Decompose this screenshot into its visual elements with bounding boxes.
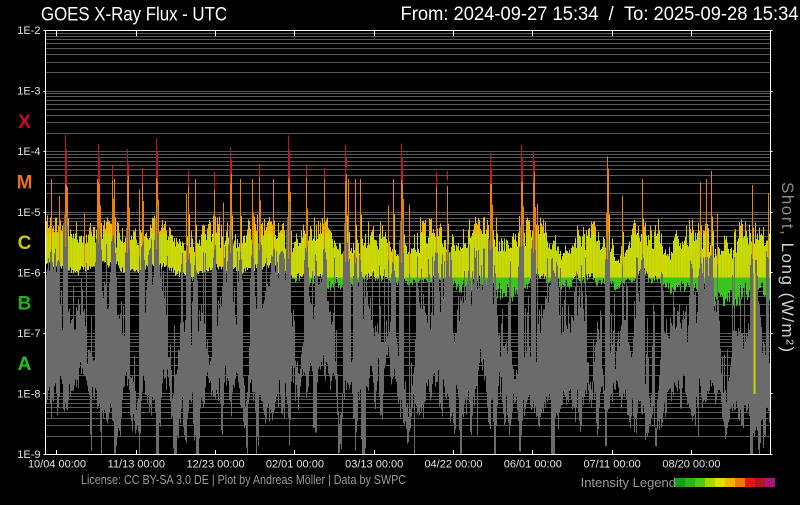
- svg-text:04/22 00:00: 04/22 00:00: [424, 458, 482, 470]
- svg-text:1E-9: 1E-9: [17, 449, 40, 461]
- svg-text:A: A: [18, 354, 32, 375]
- svg-text:GOES X-Ray Flux - UTC: GOES X-Ray Flux - UTC: [41, 5, 227, 26]
- svg-text:1E-5: 1E-5: [17, 207, 40, 219]
- svg-text:From: 2024-09-27 15:34 / To:: From: 2024-09-27 15:34 / To: 2025-09-28 …: [401, 4, 799, 25]
- svg-text:B: B: [18, 294, 32, 315]
- svg-text:10/04 00:00: 10/04 00:00: [28, 458, 86, 470]
- svg-text:M: M: [17, 172, 33, 193]
- svg-text:08/20 00:00: 08/20 00:00: [662, 458, 720, 470]
- svg-text:1E-4: 1E-4: [17, 146, 40, 158]
- svg-text:1E-8: 1E-8: [17, 389, 40, 401]
- svg-text:Short, Long (W/m²): Short, Long (W/m²): [778, 182, 797, 354]
- svg-text:12/23 00:00: 12/23 00:00: [187, 458, 245, 470]
- svg-text:Intensity Legend: Intensity Legend: [581, 475, 676, 490]
- svg-text:X: X: [18, 112, 31, 133]
- svg-text:03/13 00:00: 03/13 00:00: [345, 458, 403, 470]
- svg-text:C: C: [18, 233, 32, 254]
- svg-text:1E-3: 1E-3: [17, 86, 40, 98]
- svg-text:07/11 00:00: 07/11 00:00: [583, 458, 640, 470]
- svg-text:11/13 00:00: 11/13 00:00: [108, 458, 165, 470]
- svg-text:1E-6: 1E-6: [17, 267, 40, 279]
- svg-text:02/01 00:00: 02/01 00:00: [266, 458, 324, 470]
- svg-text:1E-7: 1E-7: [17, 328, 40, 340]
- svg-text:License: CC BY-SA 3.0 DE | Plo: License: CC BY-SA 3.0 DE | Plot by Andre…: [81, 472, 406, 487]
- svg-text:06/01 00:00: 06/01 00:00: [504, 458, 562, 470]
- svg-text:1E-2: 1E-2: [17, 25, 40, 37]
